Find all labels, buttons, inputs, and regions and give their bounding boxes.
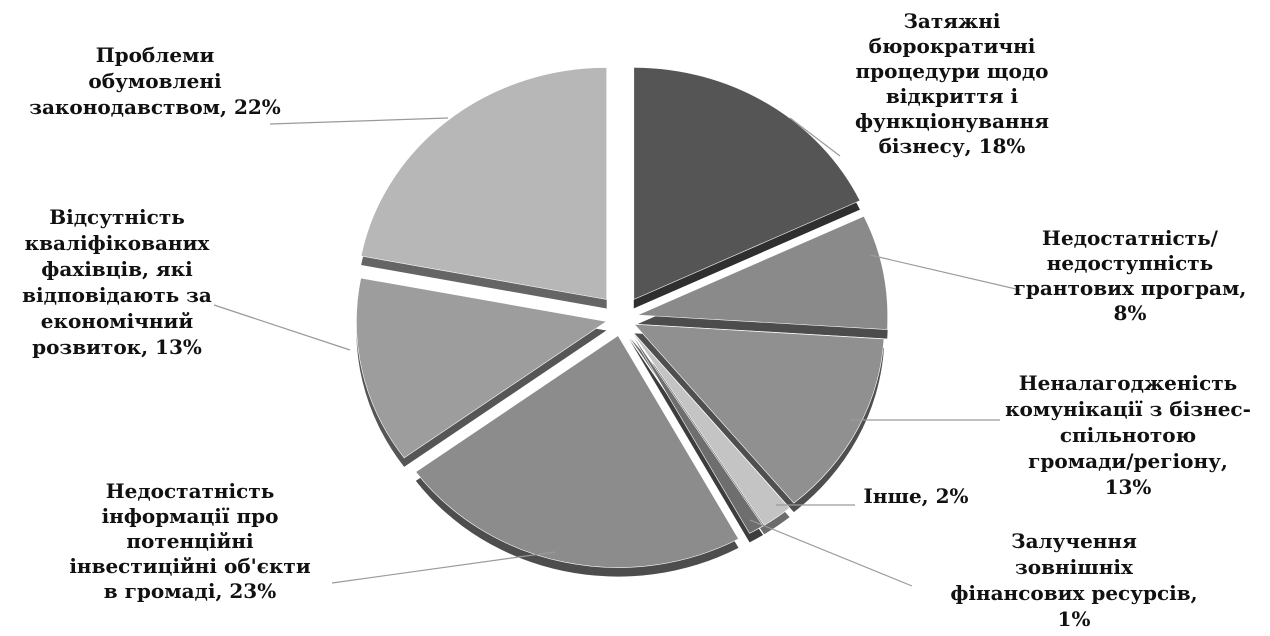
leader-line-2 <box>869 254 1021 291</box>
data-label-7: Відсутність кваліфікованих фахівців, які ві… <box>22 205 212 359</box>
data-label-line: недоступність <box>1047 251 1213 275</box>
data-label-line: Залучення <box>1011 529 1137 553</box>
data-label-line: відповідають за <box>22 283 212 307</box>
data-label-line: кваліфікованих <box>25 231 211 255</box>
data-label-line: бізнесу, 18% <box>879 134 1026 158</box>
data-label-line: Недостатність <box>106 479 275 503</box>
data-label-line: фахівців, які <box>41 257 193 281</box>
data-label-line: Інше, 2% <box>863 484 968 508</box>
data-label-line: зовнішніх <box>1015 555 1134 579</box>
data-label-line: Проблеми <box>96 43 215 67</box>
data-label-line: фінансових ресурсів, <box>950 581 1197 605</box>
leader-line-7 <box>213 304 351 351</box>
data-label-line: відкриття і <box>886 84 1019 108</box>
data-label-1: Затяжні бюрократичні процедури щодо відкрит… <box>855 9 1049 158</box>
leader-line-5 <box>749 519 913 587</box>
data-label-3: Неналагодженість комунікації з бізнес-спі… <box>1005 371 1251 499</box>
data-label-line: законодавством, 22% <box>29 95 281 119</box>
data-label-line: в громаді, 23% <box>104 579 276 603</box>
data-label-line: Неналагодженість <box>1019 371 1238 395</box>
data-label-line: інформації про <box>102 504 279 528</box>
data-label-line: економічний <box>41 309 194 333</box>
data-label-line: процедури щодо <box>855 59 1048 83</box>
pie-slice-3 <box>633 324 885 504</box>
data-label-line: інвестиційні об'єкти <box>69 554 310 578</box>
data-label-line: бюрократичні <box>869 34 1036 58</box>
pie-slice-2 <box>637 215 888 330</box>
data-label-line: громади/регіону, <box>1028 449 1228 473</box>
data-label-5: Залучення зовнішніх фінансових ресурсів, 1% <box>950 529 1197 631</box>
data-label-line: 8% <box>1114 301 1147 325</box>
data-label-line: 13% <box>1105 475 1152 499</box>
data-label-2: Недостатність/недоступність грантових про… <box>1014 226 1247 325</box>
data-label-4: Інше, 2% <box>863 484 968 508</box>
data-label-line: розвиток, 13% <box>32 335 202 359</box>
leader-line-8 <box>269 117 449 125</box>
leader-line-1 <box>789 117 841 157</box>
data-label-line: Недостатність/ <box>1042 226 1219 250</box>
pie-slice-8 <box>360 67 608 300</box>
data-label-line: грантових програм, <box>1014 276 1247 300</box>
pie-slice-1 <box>633 67 861 300</box>
data-label-line: 1% <box>1058 607 1091 631</box>
data-label-8: Проблеми обумовлені законодавством, 22% <box>29 43 281 119</box>
data-label-line: Відсутність <box>49 205 185 229</box>
data-label-line: спільнотою <box>1060 423 1196 447</box>
data-label-line: потенційні <box>126 529 254 553</box>
data-label-line: Затяжні <box>904 9 1001 33</box>
pie-slice-6 <box>415 335 739 568</box>
leader-line-6 <box>331 551 556 584</box>
data-label-6: Недостатність інформації про потенційні інв… <box>69 479 310 603</box>
data-label-line: обумовлені <box>88 69 222 93</box>
data-label-line: функціонування <box>855 109 1049 133</box>
data-label-line: комунікації з бізнес- <box>1005 397 1251 421</box>
pie-slice-7 <box>356 277 608 459</box>
